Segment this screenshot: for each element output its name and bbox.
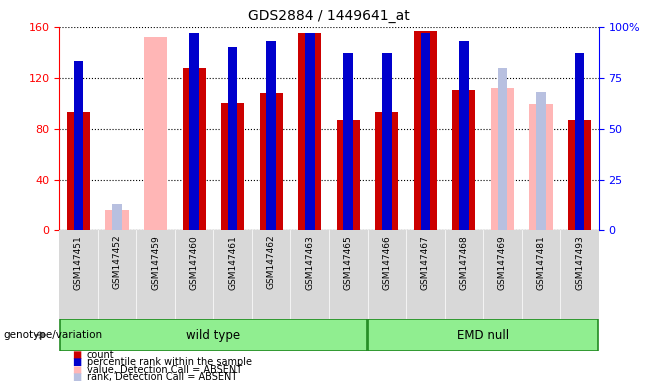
Text: wild type: wild type [186, 329, 240, 341]
Text: GSM147451: GSM147451 [74, 235, 83, 290]
Bar [305, 33, 315, 230]
Bar [144, 37, 167, 230]
FancyBboxPatch shape [368, 319, 598, 351]
Bar [420, 33, 430, 230]
Text: GSM147465: GSM147465 [343, 235, 353, 290]
Text: GSM147467: GSM147467 [421, 235, 430, 290]
Text: GSM147459: GSM147459 [151, 235, 160, 290]
Bar [337, 120, 360, 230]
Bar [568, 120, 591, 230]
Bar [182, 68, 206, 230]
Text: GSM147462: GSM147462 [266, 235, 276, 290]
Bar [74, 61, 84, 230]
Title: GDS2884 / 1449641_at: GDS2884 / 1449641_at [248, 9, 410, 23]
Text: GSM147460: GSM147460 [190, 235, 199, 290]
Bar [67, 112, 90, 230]
FancyBboxPatch shape [60, 319, 367, 351]
Text: GSM147468: GSM147468 [459, 235, 468, 290]
Bar [574, 53, 584, 230]
Bar [491, 88, 514, 230]
Bar [113, 204, 122, 230]
Bar [375, 112, 398, 230]
Bar [190, 33, 199, 230]
Bar [452, 91, 476, 230]
Text: GSM147466: GSM147466 [382, 235, 392, 290]
Bar [497, 68, 507, 230]
Bar [266, 41, 276, 230]
Text: ■: ■ [72, 358, 82, 367]
Text: percentile rank within the sample: percentile rank within the sample [87, 358, 252, 367]
Text: value, Detection Call = ABSENT: value, Detection Call = ABSENT [87, 365, 242, 375]
Bar [459, 41, 468, 230]
Bar [536, 92, 545, 230]
Bar [530, 104, 553, 230]
Text: EMD null: EMD null [457, 329, 509, 341]
Text: count: count [87, 350, 114, 360]
Bar [105, 210, 128, 230]
Bar [343, 53, 353, 230]
Text: ■: ■ [72, 365, 82, 375]
Text: rank, Detection Call = ABSENT: rank, Detection Call = ABSENT [87, 372, 237, 382]
Text: GSM147463: GSM147463 [305, 235, 315, 290]
Bar [260, 93, 283, 230]
Text: genotype/variation: genotype/variation [3, 330, 103, 340]
Text: GSM147469: GSM147469 [498, 235, 507, 290]
Text: GSM147461: GSM147461 [228, 235, 237, 290]
Bar [221, 103, 244, 230]
Text: GSM147481: GSM147481 [536, 235, 545, 290]
Bar [382, 53, 392, 230]
Text: ■: ■ [72, 372, 82, 382]
Bar [298, 33, 321, 230]
Bar [228, 47, 238, 230]
Bar [414, 31, 437, 230]
Text: GSM147452: GSM147452 [113, 235, 122, 290]
Text: ■: ■ [72, 350, 82, 360]
Text: GSM147493: GSM147493 [575, 235, 584, 290]
